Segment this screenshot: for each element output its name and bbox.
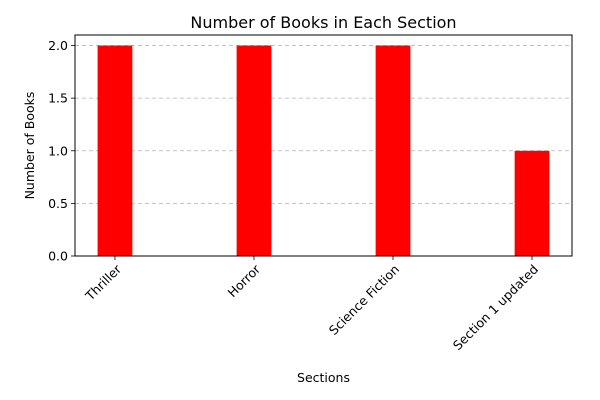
y-axis-ticks: 0.0 0.5 1.0 1.5 2.0 xyxy=(48,38,75,264)
bar xyxy=(514,150,550,256)
y-tick-label: 0.0 xyxy=(48,249,68,264)
y-tick-label: 2.0 xyxy=(48,38,68,53)
bar xyxy=(97,45,133,257)
y-axis-label: Number of Books xyxy=(22,92,37,200)
bars xyxy=(97,45,550,257)
bar xyxy=(375,45,411,257)
y-tick-label: 1.5 xyxy=(48,91,68,106)
bar xyxy=(236,45,272,257)
plot-frame xyxy=(74,34,573,257)
chart-title: Number of Books in Each Section xyxy=(190,13,456,32)
y-tick-label: 1.0 xyxy=(48,143,68,158)
y-tick-label: 0.5 xyxy=(48,196,68,211)
x-axis-label: Sections xyxy=(297,370,350,385)
